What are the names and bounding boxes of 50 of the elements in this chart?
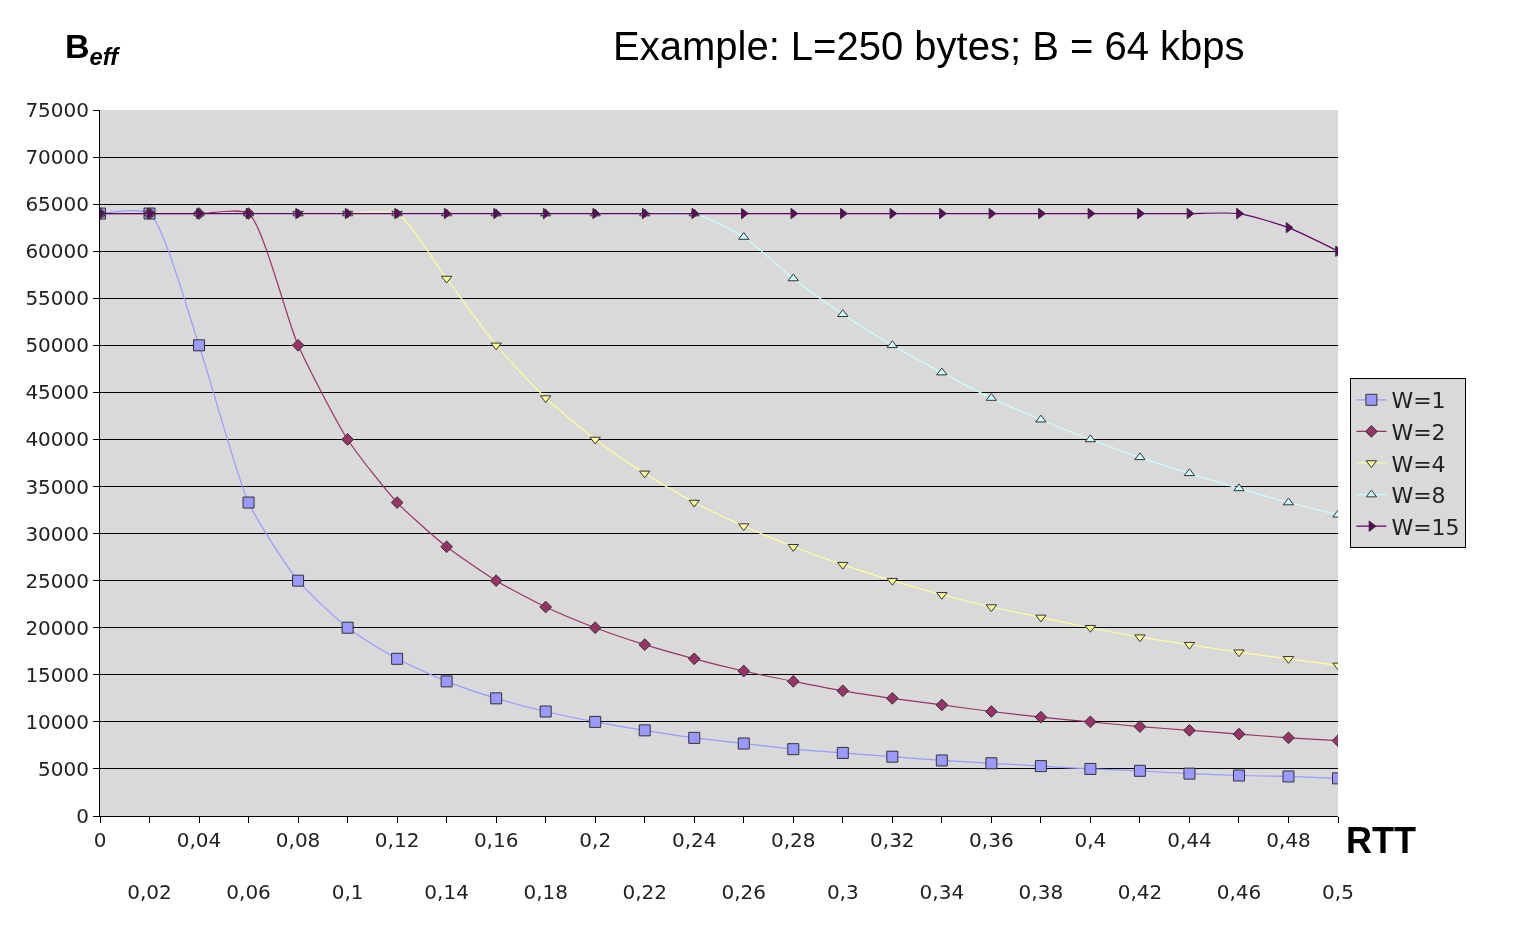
x-tick-label: 0,26 (721, 880, 767, 904)
x-tick-label: 0,48 (1266, 828, 1311, 852)
x-tick-label: 0,46 (1216, 880, 1262, 904)
x-tick-label: 0,28 (771, 828, 816, 852)
y-tick-label: 75000 (25, 98, 89, 122)
chart-title: Example: L=250 bytes; B = 64 kbps (613, 24, 1245, 68)
x-tick-label: 0,44 (1167, 828, 1212, 852)
x-tick-label: 0,08 (275, 828, 321, 852)
x-tick-label: 0,16 (473, 828, 519, 852)
y-tick-label: 35000 (25, 474, 89, 499)
x-tick-label: 0,5 (1322, 880, 1354, 904)
x-tick-label: 0,38 (1018, 880, 1064, 904)
legend-label: W=8 (1391, 483, 1446, 509)
y-tick-label: 50000 (25, 333, 89, 358)
x-tick-label: 0,02 (127, 880, 172, 904)
x-axis-title: RTT (1346, 820, 1416, 861)
y-tick-label: 60000 (25, 239, 89, 264)
x-tick-label: 0,22 (622, 880, 667, 904)
y-tick-label: 25000 (25, 568, 89, 593)
x-tick-label: 0,06 (226, 880, 271, 904)
x-tick-label: 0,24 (671, 828, 717, 852)
y-tick-label: 45000 (25, 380, 89, 405)
y-tick-label: 5000 (38, 756, 89, 781)
y-tick-label: 65000 (25, 192, 89, 217)
x-tick-label: 0,36 (969, 828, 1014, 852)
x-tick-label: 0,12 (374, 828, 420, 852)
legend-label: W=1 (1391, 388, 1446, 414)
y-tick-label: 15000 (25, 662, 89, 687)
x-tick-label: 0,42 (1117, 880, 1163, 904)
legend-label: W=2 (1391, 419, 1446, 445)
x-tick-label: 0,2 (579, 828, 612, 852)
legend-label: W=4 (1391, 451, 1446, 477)
x-tick-label: 0,14 (424, 880, 469, 904)
x-tick-label: 0,1 (331, 880, 364, 904)
y-tick-label: 20000 (25, 615, 89, 640)
x-tick-label: 0,18 (523, 880, 568, 904)
y-tick-label: 0 (76, 804, 89, 828)
y-tick-label: 10000 (25, 709, 89, 734)
y-tick-label: 70000 (25, 145, 89, 170)
legend-label: W=15 (1391, 514, 1460, 540)
x-tick-label: 0,34 (919, 880, 965, 904)
y-tick-label: 30000 (25, 521, 89, 546)
x-tick-label: 0,4 (1074, 828, 1107, 852)
x-tick-label: 0 (93, 828, 107, 852)
y-tick-label: 40000 (25, 427, 89, 452)
x-tick-label: 0,3 (826, 880, 859, 904)
y-tick-label: 55000 (25, 286, 89, 311)
x-tick-label: 0,32 (870, 828, 915, 852)
x-tick-label: 0,04 (176, 828, 222, 852)
y-axis-title: B$_{eff}$ (65, 27, 121, 71)
